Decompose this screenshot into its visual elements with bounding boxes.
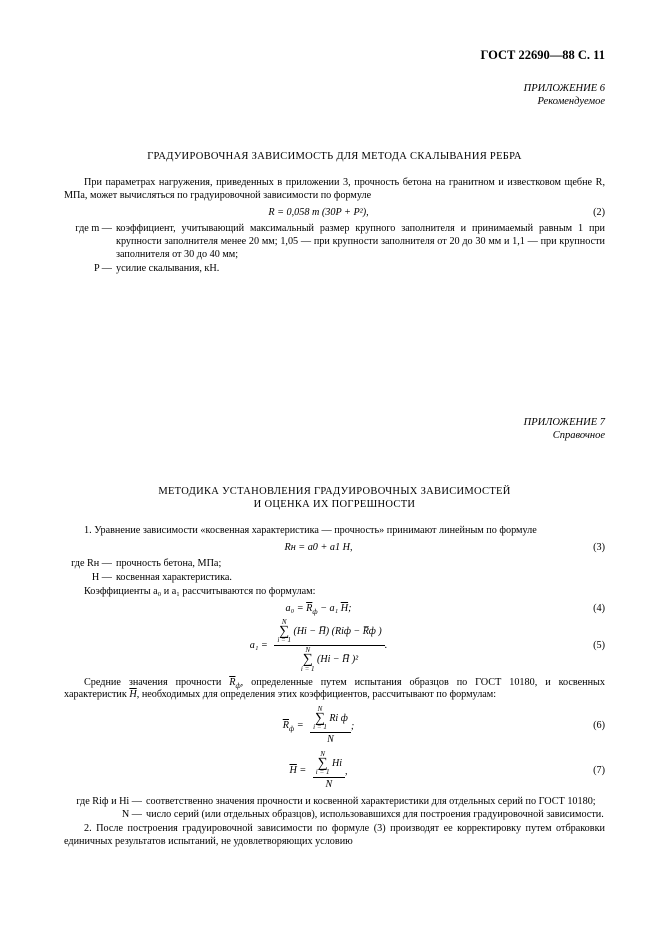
where-rn-label: где Rн — <box>64 558 116 571</box>
appendix-7-title-1: МЕТОДИКА УСТАНОВЛЕНИЯ ГРАДУИРОВОЧНЫХ ЗАВ… <box>64 485 605 498</box>
app7-paragraph-4: 2. После построения градуировочной завис… <box>64 823 605 849</box>
where-n-text: число серий (или отдельных образцов), ис… <box>146 809 605 822</box>
equation-2-body: R = 0,058 m (30P + P²), <box>268 207 368 218</box>
appendix-7-label-block: ПРИЛОЖЕНИЕ 7 Справочное <box>64 416 605 442</box>
equation-5-body: a₁ = N∑i = 1 (Hi − H̅) (Riф − R̅ф ) N∑i … <box>250 640 388 651</box>
appendix-6-note: Рекомендуемое <box>64 95 605 108</box>
equation-5-number: (5) <box>573 640 605 653</box>
equation-4-body: a₀ = Rф − a₁ H; <box>286 603 352 614</box>
equation-5: a₁ = N∑i = 1 (Hi − H̅) (Riф − R̅ф ) N∑i … <box>64 619 605 672</box>
where-m-label: где m — <box>64 223 116 261</box>
equation-3-number: (3) <box>573 542 605 555</box>
equation-6: Rф = N∑i = 1 Ri ф N ; (6) <box>64 706 605 747</box>
page: ГОСТ 22690—88 С. 11 ПРИЛОЖЕНИЕ 6 Рекомен… <box>0 0 661 936</box>
equation-7-body: H = N∑i = 1 Hi N , <box>289 766 347 777</box>
appendix-6-label: ПРИЛОЖЕНИЕ 6 <box>524 83 605 94</box>
where-m: где m — коэффициент, учитывающий максима… <box>64 223 605 261</box>
equation-2: R = 0,058 m (30P + P²), (2) <box>64 207 605 220</box>
app7-paragraph-3: Средние значения прочности Rф, определен… <box>64 677 605 703</box>
where-p: P — усилие скалывания, кН. <box>64 263 605 276</box>
where-m-text: коэффициент, учитывающий максимальный ра… <box>116 223 605 261</box>
equation-2-number: (2) <box>573 207 605 220</box>
where-rif-hi-text: соответственно значения прочности и косв… <box>146 796 605 809</box>
equation-4-number: (4) <box>573 603 605 616</box>
appendix-7-title-2: И ОЦЕНКА ИХ ПОГРЕШНОСТИ <box>64 498 605 511</box>
where-p-label: P — <box>64 263 116 276</box>
where-h-text: косвенная характеристика. <box>116 572 605 585</box>
equation-7: H = N∑i = 1 Hi N , (7) <box>64 751 605 792</box>
page-header: ГОСТ 22690—88 С. 11 <box>64 48 605 64</box>
where-p-text: усилие скалывания, кН. <box>116 263 605 276</box>
where-rn-text: прочность бетона, МПа; <box>116 558 605 571</box>
where-n-label: N — <box>64 809 146 822</box>
app7-paragraph-1: 1. Уравнение зависимости «косвенная хара… <box>64 525 605 538</box>
where-rn: где Rн — прочность бетона, МПа; <box>64 558 605 571</box>
equation-3: Rн = a0 + a1 H, (3) <box>64 542 605 555</box>
appendix-7-label: ПРИЛОЖЕНИЕ 7 <box>524 417 605 428</box>
equation-4: a₀ = Rф − a₁ H; (4) <box>64 603 605 616</box>
appendix-6-label-block: ПРИЛОЖЕНИЕ 6 Рекомендуемое <box>64 82 605 108</box>
where-rif-hi: где Riф и Hi — соответственно значения п… <box>64 796 605 809</box>
equation-7-number: (7) <box>573 765 605 778</box>
where-rif-hi-label: где Riф и Hi — <box>64 796 146 809</box>
app7-paragraph-2: Коэффициенты a₀ и a₁ рассчитываются по ф… <box>64 586 605 599</box>
equation-6-body: Rф = N∑i = 1 Ri ф N ; <box>283 721 354 732</box>
where-h: H — косвенная характеристика. <box>64 572 605 585</box>
where-h-label: H — <box>64 572 116 585</box>
equation-3-body: Rн = a0 + a1 H, <box>284 542 352 553</box>
equation-6-number: (6) <box>573 720 605 733</box>
appendix-7-note: Справочное <box>64 429 605 442</box>
appendix-6-title: ГРАДУИРОВОЧНАЯ ЗАВИСИМОСТЬ ДЛЯ МЕТОДА СК… <box>64 150 605 163</box>
app6-paragraph-1: При параметрах нагружения, приведенных в… <box>64 177 605 203</box>
where-n: N — число серий (или отдельных образцов)… <box>64 809 605 822</box>
